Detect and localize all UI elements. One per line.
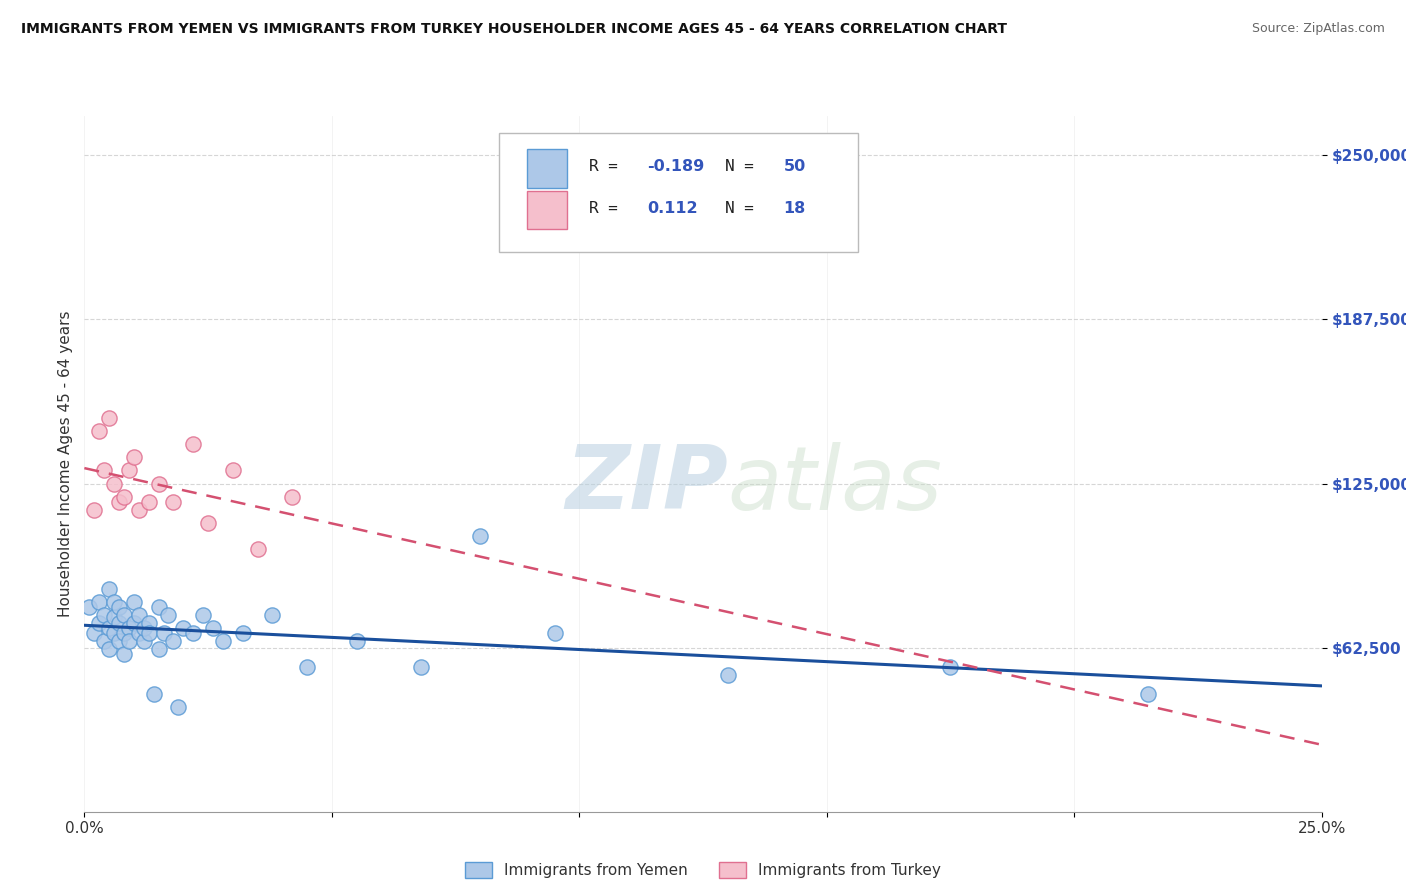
Text: Source: ZipAtlas.com: Source: ZipAtlas.com: [1251, 22, 1385, 36]
Point: [232, 626, 254, 640]
Point: [122, 595, 145, 609]
Point: [191, 607, 214, 622]
Point: [83, 626, 105, 640]
Point: [138, 615, 160, 630]
Y-axis label: Householder Income Ages 45 - 64 years: Householder Income Ages 45 - 64 years: [58, 310, 73, 617]
Point: [83, 503, 105, 517]
Point: [112, 626, 135, 640]
Point: [470, 529, 492, 543]
Text: atlas: atlas: [728, 442, 942, 528]
Point: [181, 626, 204, 640]
Point: [118, 463, 141, 477]
Point: [112, 647, 135, 661]
Point: [98, 410, 121, 425]
Point: [295, 660, 318, 674]
Point: [98, 621, 121, 635]
Point: [142, 687, 165, 701]
Point: [717, 668, 740, 682]
Point: [138, 495, 160, 509]
Point: [939, 660, 962, 674]
Point: [118, 621, 141, 635]
Point: [122, 615, 145, 630]
FancyBboxPatch shape: [499, 134, 858, 252]
Point: [93, 607, 115, 622]
Point: [172, 621, 194, 635]
Point: [409, 660, 432, 674]
Point: [157, 607, 180, 622]
Point: [162, 634, 184, 648]
Text: R =: R =: [589, 201, 619, 216]
Point: [118, 634, 141, 648]
Point: [93, 634, 115, 648]
Text: -0.189: -0.189: [647, 160, 704, 174]
Point: [93, 463, 115, 477]
Point: [108, 634, 131, 648]
Text: 50: 50: [783, 160, 806, 174]
Point: [103, 626, 125, 640]
Bar: [527, 191, 567, 229]
Point: [103, 595, 125, 609]
Point: [167, 699, 190, 714]
Point: [543, 626, 565, 640]
Point: [108, 495, 131, 509]
Point: [79, 599, 101, 614]
Text: ZIP: ZIP: [565, 442, 728, 528]
Point: [128, 607, 150, 622]
Point: [346, 634, 368, 648]
Point: [108, 615, 131, 630]
Text: IMMIGRANTS FROM YEMEN VS IMMIGRANTS FROM TURKEY HOUSEHOLDER INCOME AGES 45 - 64 : IMMIGRANTS FROM YEMEN VS IMMIGRANTS FROM…: [21, 22, 1007, 37]
Point: [98, 642, 121, 657]
Point: [152, 626, 174, 640]
Point: [98, 582, 121, 596]
Text: 18: 18: [783, 201, 806, 216]
Point: [262, 607, 284, 622]
Point: [281, 490, 304, 504]
Point: [148, 476, 170, 491]
Legend: Immigrants from Yemen, Immigrants from Turkey: Immigrants from Yemen, Immigrants from T…: [458, 856, 948, 884]
Point: [212, 634, 235, 648]
Point: [103, 610, 125, 624]
Text: R =: R =: [589, 160, 619, 174]
Point: [89, 424, 111, 438]
Point: [122, 450, 145, 465]
Point: [132, 634, 155, 648]
Point: [197, 516, 219, 530]
Point: [138, 626, 160, 640]
Point: [108, 599, 131, 614]
Point: [132, 621, 155, 635]
Text: 0.112: 0.112: [647, 201, 697, 216]
Point: [128, 626, 150, 640]
Text: N =: N =: [725, 201, 754, 216]
Point: [1137, 687, 1160, 701]
Point: [148, 599, 170, 614]
Point: [112, 490, 135, 504]
Point: [181, 437, 204, 451]
Bar: [527, 149, 567, 187]
Point: [89, 615, 111, 630]
Point: [89, 595, 111, 609]
Point: [112, 607, 135, 622]
Point: [103, 476, 125, 491]
Point: [202, 621, 225, 635]
Point: [128, 503, 150, 517]
Point: [246, 542, 269, 557]
Text: N =: N =: [725, 160, 754, 174]
Point: [162, 495, 184, 509]
Point: [222, 463, 245, 477]
Point: [148, 642, 170, 657]
